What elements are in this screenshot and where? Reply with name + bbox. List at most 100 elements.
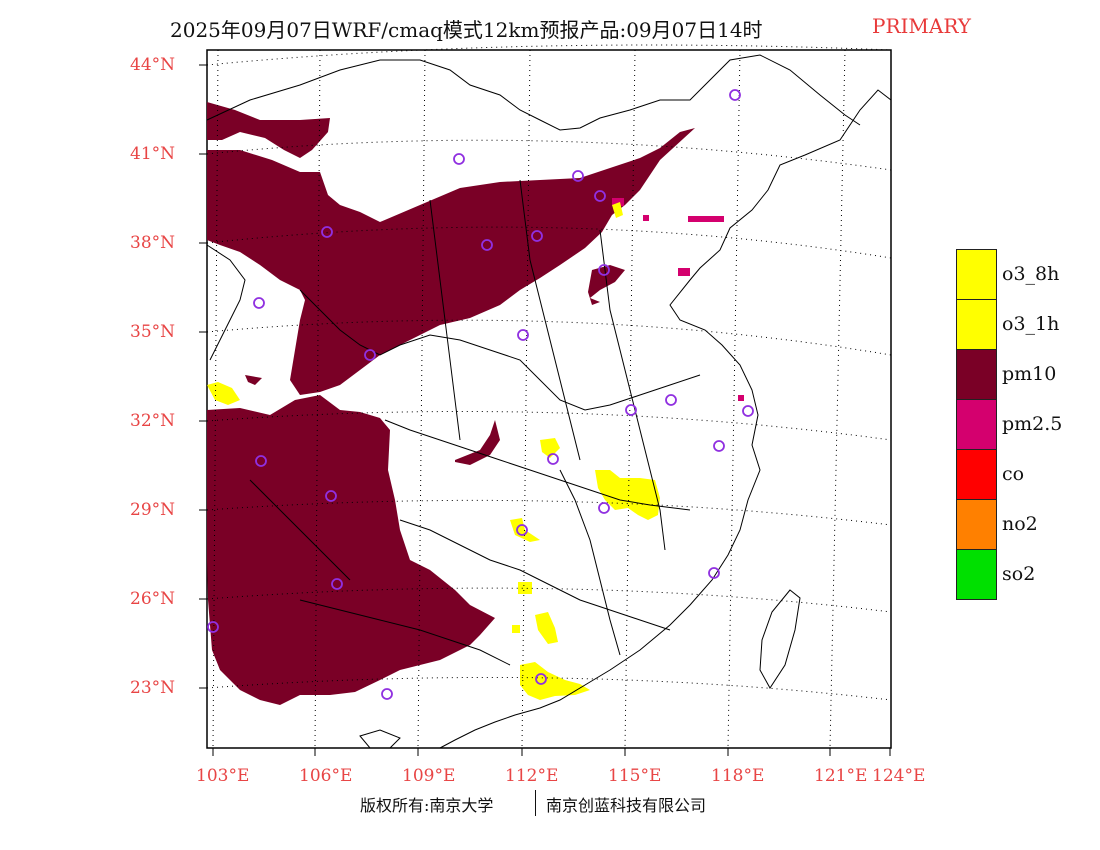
station-marker bbox=[729, 89, 741, 101]
legend-label: no2 bbox=[1002, 513, 1038, 535]
legend-swatch bbox=[956, 299, 997, 349]
legend-item-pm10: pm10 bbox=[956, 349, 1096, 399]
pm25-spot bbox=[643, 215, 649, 221]
lat-label: 41°N bbox=[130, 144, 176, 164]
pm25-spot bbox=[678, 268, 690, 276]
station-marker bbox=[453, 153, 465, 165]
lat-label: 38°N bbox=[130, 233, 176, 253]
lon-label: 103°E bbox=[196, 766, 250, 786]
o3-region-south bbox=[520, 662, 590, 700]
pm10-regions bbox=[207, 102, 695, 705]
north-border bbox=[206, 54, 861, 131]
o3-patch-5 bbox=[612, 202, 623, 218]
station-marker bbox=[713, 440, 725, 452]
province-line-8 bbox=[599, 229, 666, 551]
station-marker bbox=[253, 297, 265, 309]
province-line-10 bbox=[559, 469, 621, 656]
pm25-spot bbox=[738, 395, 744, 401]
station-marker bbox=[321, 226, 333, 238]
axis-ticks bbox=[199, 64, 891, 756]
station-marker bbox=[325, 490, 337, 502]
legend-label: o3_1h bbox=[1002, 313, 1060, 335]
station-marker bbox=[331, 578, 343, 590]
station-marker bbox=[207, 621, 219, 633]
lon-label: 124°E bbox=[872, 766, 926, 786]
legend-item-so2: so2 bbox=[956, 549, 1096, 600]
station-marker bbox=[665, 394, 677, 406]
province-line-6 bbox=[429, 199, 461, 441]
legend-label: co bbox=[1002, 463, 1025, 485]
map-title: 2025年09月07日WRF/cmaq模式12km预报产品:09月07日14时 bbox=[170, 18, 763, 42]
pm10-patch-2 bbox=[245, 375, 262, 385]
lon-label: 109°E bbox=[402, 766, 456, 786]
pm25-spots bbox=[612, 198, 744, 401]
lon-label: 121°E bbox=[814, 766, 868, 786]
legend-label: pm10 bbox=[1002, 363, 1057, 385]
legend-label: o3_8h bbox=[1002, 263, 1060, 285]
station-marker bbox=[708, 567, 720, 579]
station-marker bbox=[381, 688, 393, 700]
coastline bbox=[439, 89, 892, 749]
lat-label: 32°N bbox=[130, 411, 176, 431]
boundaries bbox=[206, 54, 892, 749]
station-marker bbox=[547, 453, 559, 465]
lon-label: 118°E bbox=[711, 766, 765, 786]
legend-swatch bbox=[956, 449, 997, 499]
o3-patch-7 bbox=[512, 625, 520, 633]
company-text: 南京创蓝科技有限公司 bbox=[546, 796, 707, 815]
station-marker bbox=[516, 524, 528, 536]
legend-swatch bbox=[956, 249, 997, 299]
o3-patch-6 bbox=[518, 582, 532, 594]
lat-label: 44°N bbox=[130, 55, 176, 75]
legend-item-no2: no2 bbox=[956, 499, 1096, 549]
station-marker bbox=[598, 264, 610, 276]
station-marker bbox=[531, 230, 543, 242]
station-marker bbox=[742, 405, 754, 417]
footer-divider bbox=[535, 790, 536, 816]
province-line-2 bbox=[299, 289, 701, 411]
lon-label: 115°E bbox=[608, 766, 662, 786]
province-line-4 bbox=[399, 519, 671, 631]
o3-region-central bbox=[595, 470, 660, 520]
o3-patch-2 bbox=[510, 518, 540, 542]
legend-item-o3-1h: o3_1h bbox=[956, 299, 1096, 349]
hainan-outline bbox=[359, 729, 401, 749]
primary-label: PRIMARY bbox=[872, 14, 971, 38]
legend-item-o3-8h: o3_8h bbox=[956, 249, 1096, 299]
province-line-5 bbox=[299, 599, 511, 666]
lon-label: 106°E bbox=[299, 766, 353, 786]
station-markers bbox=[207, 89, 754, 700]
station-marker bbox=[594, 190, 606, 202]
graticule bbox=[206, 44, 892, 749]
station-marker bbox=[517, 329, 529, 341]
o3-regions bbox=[207, 202, 660, 700]
province-line-3 bbox=[384, 419, 691, 511]
pm10-southwest-region bbox=[207, 395, 495, 705]
lat-label: 23°N bbox=[130, 678, 176, 698]
station-marker bbox=[255, 455, 267, 467]
legend-item-pm25: pm2.5 bbox=[956, 399, 1096, 449]
pm10-north-region bbox=[207, 102, 330, 158]
lon-label: 112°E bbox=[505, 766, 559, 786]
o3-patch-1 bbox=[540, 438, 560, 458]
legend-label: pm2.5 bbox=[1002, 413, 1063, 435]
legend-swatch bbox=[956, 349, 997, 399]
pm25-spot bbox=[612, 198, 624, 206]
legend-swatch bbox=[956, 549, 997, 600]
legend: o3_8h o3_1h pm10 pm2.5 co no2 so2 bbox=[956, 249, 1096, 600]
province-line-7 bbox=[519, 179, 581, 461]
legend-label: so2 bbox=[1002, 563, 1036, 585]
copyright-text: 版权所有:南京大学 bbox=[360, 796, 494, 815]
station-marker bbox=[625, 404, 637, 416]
station-marker bbox=[535, 673, 547, 685]
station-marker bbox=[572, 170, 584, 182]
province-line-9 bbox=[249, 479, 351, 581]
station-marker bbox=[481, 239, 493, 251]
station-marker bbox=[364, 349, 376, 361]
o3-patch-3 bbox=[535, 612, 558, 644]
legend-swatch bbox=[956, 499, 997, 549]
legend-item-co: co bbox=[956, 449, 1096, 499]
o3-patch-4 bbox=[207, 382, 240, 405]
pm25-spot bbox=[688, 216, 724, 222]
station-marker bbox=[598, 502, 610, 514]
